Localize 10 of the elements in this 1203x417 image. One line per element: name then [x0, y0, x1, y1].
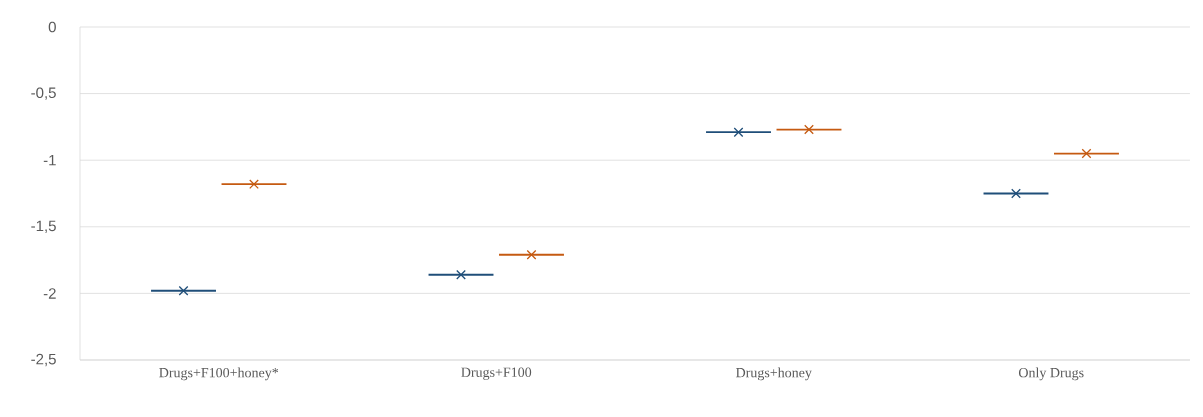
y-tick-label: -2,5 [31, 353, 56, 367]
x-tick-label: Only Drugs [1018, 367, 1084, 381]
y-tick-label: -0,5 [31, 87, 56, 100]
y-tick-label: -1,5 [31, 220, 56, 233]
x-tick-label: Drugs+F100 [461, 367, 532, 380]
x-tick-label: Drugs+honey [735, 367, 812, 381]
x-tick-label: Drugs+F100+honey* [159, 367, 279, 381]
y-tick-label: -1 [43, 155, 56, 166]
y-tick-label: -2 [43, 288, 56, 299]
y-tick-label: 0 [48, 21, 56, 33]
